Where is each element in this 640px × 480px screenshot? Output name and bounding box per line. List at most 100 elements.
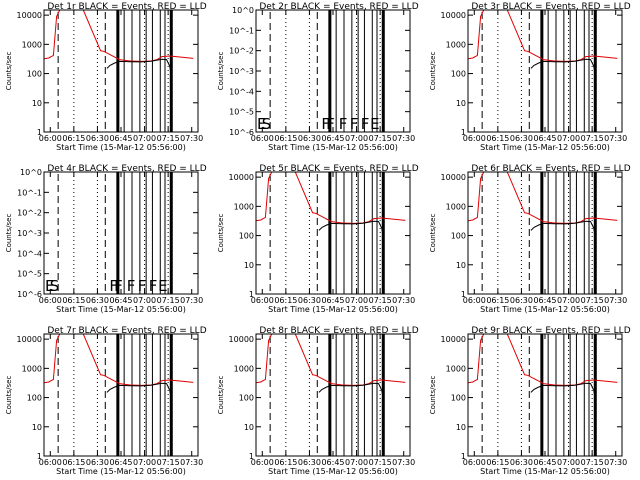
- y-tick-label: 1000: [22, 364, 42, 373]
- panel-title: Det 4r BLACK = Events, RED = LLD: [47, 164, 206, 174]
- x-tick-label: 06:30: [86, 134, 109, 143]
- y-tick-label: 10: [456, 99, 466, 108]
- y-tick-label: 1000: [446, 202, 466, 211]
- x-tick-label: 06:45: [321, 296, 344, 305]
- y-tick-label: 10: [456, 261, 466, 270]
- y-tick-label: 10^-3: [17, 229, 42, 238]
- region-marker: E: [370, 115, 379, 133]
- region-marker: F: [109, 277, 118, 295]
- plot-area: [468, 172, 618, 294]
- y-tick-label: 10^-6: [17, 290, 42, 299]
- x-tick-label: 06:00: [463, 458, 486, 467]
- series-lld-line: [44, 10, 194, 62]
- x-tick-label: 06:15: [486, 134, 509, 143]
- region-marker: S: [262, 115, 272, 133]
- x-tick-label: 07:30: [392, 296, 415, 305]
- y-axis-label: Counts/sec: [217, 376, 225, 415]
- series-lld-line: [468, 334, 618, 386]
- panel-det-1r: Det 1r BLACK = Events, RED = LLD 1 10 100 10…: [5, 2, 207, 152]
- y-tick-label: 10: [32, 99, 42, 108]
- plot-area: [44, 10, 194, 132]
- y-tick-label: 10^-2: [17, 209, 42, 218]
- x-tick-label: 07:30: [604, 296, 627, 305]
- x-tick-label: 06:30: [510, 296, 533, 305]
- y-tick-label: 100: [27, 70, 42, 79]
- x-tick-label: 07:15: [581, 458, 604, 467]
- y-axis-label: Counts/sec: [217, 52, 225, 91]
- region-marker: E: [257, 115, 266, 133]
- plot-frame: [255, 333, 411, 457]
- y-axis-label: Counts/sec: [429, 214, 437, 253]
- x-tick-label: 06:45: [533, 458, 556, 467]
- x-tick-label: 07:15: [369, 134, 392, 143]
- x-tick-label: 07:30: [180, 134, 203, 143]
- x-tick-label: 07:00: [133, 134, 156, 143]
- plot-frame: [467, 9, 623, 133]
- region-marker: F: [361, 115, 370, 133]
- panel-title: Det 8r BLACK = Events, RED = LLD: [259, 326, 418, 336]
- series-events-line: [106, 58, 172, 75]
- plot-area: [57, 172, 173, 294]
- x-tick-label: 07:15: [157, 296, 180, 305]
- region-marker: F: [350, 115, 359, 133]
- series-events-line: [106, 382, 172, 399]
- x-tick-label: 06:45: [109, 134, 132, 143]
- x-tick-label: 06:45: [321, 134, 344, 143]
- region-marker: F: [138, 277, 147, 295]
- y-tick-label: 10000: [17, 11, 42, 20]
- y-tick-label: 10^0: [232, 6, 254, 15]
- x-tick-label: 07:15: [157, 458, 180, 467]
- region-marker: F: [326, 115, 335, 133]
- x-tick-label: 06:00: [251, 296, 274, 305]
- y-tick-label: 100: [451, 70, 466, 79]
- x-tick-label: 06:00: [251, 134, 274, 143]
- y-tick-label: 1: [37, 452, 42, 461]
- y-tick-label: 1: [461, 452, 466, 461]
- y-tick-label: 10^0: [20, 168, 42, 177]
- x-tick-label: 06:00: [463, 134, 486, 143]
- x-tick-label: 07:15: [157, 134, 180, 143]
- series-lld-line: [44, 334, 194, 386]
- x-tick-label: 07:30: [604, 458, 627, 467]
- y-tick-label: 10^-2: [229, 47, 254, 56]
- y-tick-label: 10^-5: [17, 270, 42, 279]
- x-tick-label: 07:30: [392, 458, 415, 467]
- x-axis-label: Start Time (15-Mar-12 05:56:00): [268, 467, 398, 476]
- y-tick-label: 1: [249, 452, 254, 461]
- y-tick-label: 10^-1: [229, 26, 254, 35]
- x-tick-label: 06:15: [486, 296, 509, 305]
- panel-det-5r: Det 5r BLACK = Events, RED = LLD 1 10 100 10…: [217, 164, 419, 314]
- panel-det-6r: Det 6r BLACK = Events, RED = LLD 1 10 100 10…: [429, 164, 631, 314]
- x-tick-label: 07:15: [581, 134, 604, 143]
- x-tick-label: 07:30: [180, 458, 203, 467]
- x-tick-label: 06:30: [510, 134, 533, 143]
- series-lld-line: [468, 10, 618, 62]
- x-axis-label: Start Time (15-Mar-12 05:56:00): [56, 305, 186, 314]
- x-tick-label: 06:00: [39, 134, 62, 143]
- x-tick-label: 07:00: [345, 134, 368, 143]
- panel-title: Det 3r BLACK = Events, RED = LLD: [471, 2, 630, 12]
- panel-title: Det 5r BLACK = Events, RED = LLD: [259, 164, 418, 174]
- x-axis-label: Start Time (15-Mar-12 05:56:00): [480, 143, 610, 152]
- x-tick-label: 06:15: [62, 134, 85, 143]
- x-tick-label: 07:00: [133, 296, 156, 305]
- y-tick-label: 10^-4: [17, 249, 42, 258]
- y-tick-label: 100: [451, 394, 466, 403]
- series-lld-line: [256, 334, 406, 386]
- series-events-line: [318, 382, 384, 399]
- y-tick-label: 10: [244, 261, 254, 270]
- x-tick-label: 06:15: [62, 296, 85, 305]
- x-axis-label: Start Time (15-Mar-12 05:56:00): [480, 305, 610, 314]
- region-marker: F: [339, 115, 348, 133]
- plot-frame: [43, 333, 199, 457]
- plot-area: [44, 334, 194, 456]
- region-marker: F: [149, 277, 158, 295]
- x-tick-label: 06:15: [274, 458, 297, 467]
- y-tick-label: 10^-5: [229, 108, 254, 117]
- y-tick-label: 10000: [17, 335, 42, 344]
- x-tick-label: 07:15: [369, 296, 392, 305]
- plot-area: [468, 10, 618, 132]
- x-axis-label: Start Time (15-Mar-12 05:56:00): [268, 305, 398, 314]
